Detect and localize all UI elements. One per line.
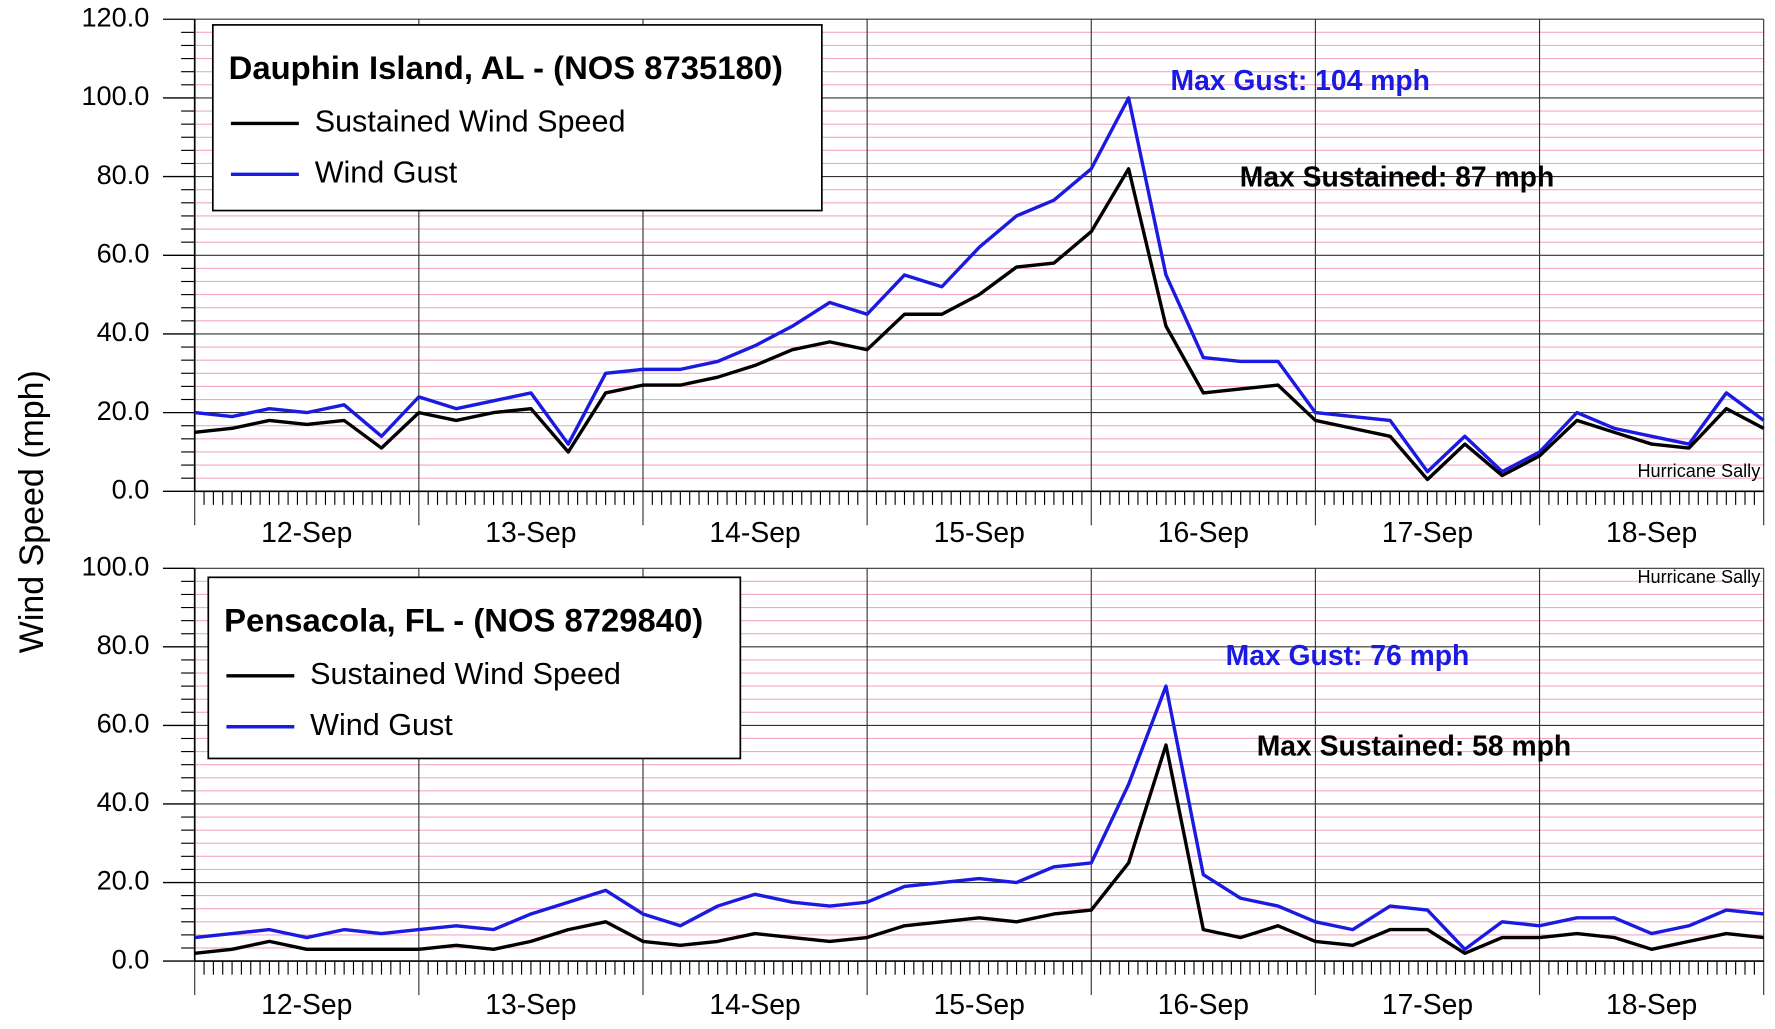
- y-tick-label: 0.0: [112, 473, 150, 504]
- legend-label: Wind Gust: [315, 155, 458, 189]
- watermark: Hurricane Sally: [1637, 567, 1761, 587]
- x-tick-label: 18-Sep: [1606, 516, 1697, 548]
- legend-box: [207, 576, 742, 760]
- annotation: Max Sustained: 58 mph: [1257, 730, 1572, 762]
- y-tick-label: 80.0: [97, 159, 150, 190]
- x-tick-label: 18-Sep: [1606, 988, 1697, 1020]
- y-tick-label: 100.0: [81, 550, 149, 581]
- x-tick-label: 15-Sep: [934, 516, 1025, 548]
- x-tick-label: 17-Sep: [1382, 516, 1473, 548]
- x-tick-label: 13-Sep: [485, 516, 576, 548]
- annotation: Max Sustained: 87 mph: [1240, 160, 1555, 192]
- x-tick-label: 14-Sep: [709, 988, 800, 1020]
- annotation: Max Gust: 104 mph: [1171, 64, 1430, 96]
- panel: 0.0 20.0 40.0 60.0 80.0 100.0 12-Sep 13-Sep 14-S…: [81, 550, 1765, 1020]
- x-tick-label: 17-Sep: [1382, 988, 1473, 1020]
- x-tick-label: 16-Sep: [1158, 516, 1249, 548]
- y-tick-label: 40.0: [97, 786, 150, 817]
- legend-label: Sustained Wind Speed: [315, 104, 626, 138]
- x-tick-label: 13-Sep: [485, 988, 576, 1020]
- panel: 0.0 20.0 40.0 60.0 80.0 100.0 120.0 12-Sep 13-Se…: [81, 1, 1765, 548]
- series-line: [194, 96, 1765, 474]
- x-tick-label: 16-Sep: [1158, 988, 1249, 1020]
- legend-title: Pensacola, FL - (NOS 8729840): [224, 601, 703, 638]
- y-tick-label: 0.0: [112, 943, 150, 974]
- y-tick-label: 80.0: [97, 629, 150, 660]
- x-tick-label: 12-Sep: [261, 988, 352, 1020]
- y-tick-label: 20.0: [97, 865, 150, 896]
- x-tick-label: 14-Sep: [709, 516, 800, 548]
- y-tick-label: 60.0: [97, 708, 150, 739]
- annotation: Max Gust: 76 mph: [1226, 639, 1470, 671]
- legend-label: Wind Gust: [310, 708, 453, 742]
- series-line: [194, 743, 1764, 955]
- legend-label: Sustained Wind Speed: [310, 657, 621, 691]
- y-axis-label: Wind Speed (mph): [13, 370, 51, 653]
- series-line: [194, 167, 1765, 482]
- watermark: Hurricane Sally: [1637, 461, 1761, 481]
- legend-title: Dauphin Island, AL - (NOS 8735180): [229, 49, 783, 86]
- y-tick-label: 120.0: [81, 1, 149, 32]
- y-tick-label: 20.0: [97, 395, 150, 426]
- y-tick-label: 60.0: [97, 237, 150, 268]
- series-line: [194, 684, 1764, 952]
- y-tick-label: 40.0: [97, 316, 150, 347]
- y-tick-label: 100.0: [81, 80, 149, 111]
- x-tick-label: 15-Sep: [934, 988, 1025, 1020]
- legend-box: [211, 24, 823, 212]
- x-tick-label: 12-Sep: [261, 516, 352, 548]
